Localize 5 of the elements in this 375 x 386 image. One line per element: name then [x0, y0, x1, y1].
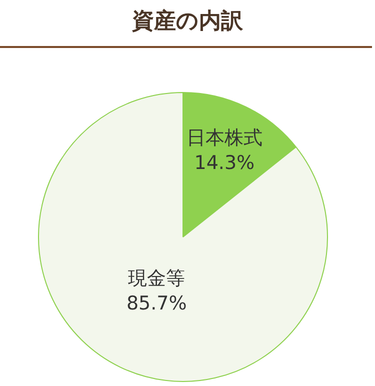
data-label: 85.7%: [126, 292, 187, 315]
data-label: 14.3%: [194, 152, 255, 174]
slice-label: 日本株式: [186, 127, 262, 150]
chart-title: 資産の内訳: [131, 8, 244, 36]
slice-label: 現金等: [128, 268, 186, 290]
